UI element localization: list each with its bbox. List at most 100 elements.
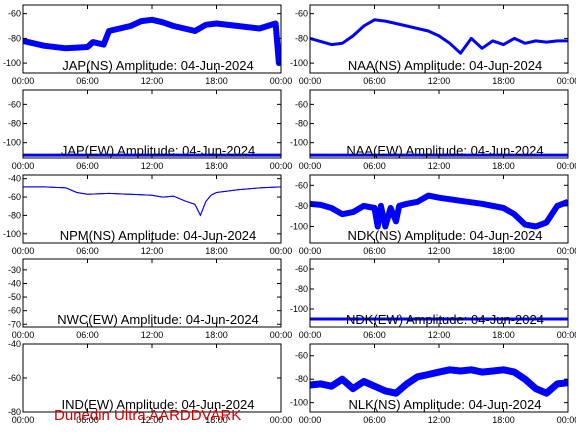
panel-10: -60 -80 -100 00:00 06:00 12:00 18:00 00:00 NLK(N… <box>290 343 576 425</box>
x-tick-label: 18:00 <box>492 161 515 171</box>
series-line-1 <box>310 366 568 397</box>
x-tick-label: 06:00 <box>76 330 99 340</box>
y-tick-label: -100 <box>290 304 308 314</box>
y-tick-label: -60 <box>295 180 308 190</box>
x-tick-label: 06:00 <box>363 76 386 86</box>
panel-title: IND(EW) Amplitude: 04-Jun-2024 <box>62 397 255 412</box>
panel-title: NPM(NS) Amplitude: 04-Jun-2024 <box>60 228 257 243</box>
x-tick-label: 18:00 <box>205 161 228 171</box>
x-tick-label: 00:00 <box>12 415 35 425</box>
x-tick-label: 00:00 <box>557 246 576 256</box>
panel-title: JAP(EW) Amplitude: 04-Jun-2024 <box>61 143 255 158</box>
x-tick-label: 00:00 <box>270 76 293 86</box>
x-tick-label: 12:00 <box>428 415 451 425</box>
y-tick-label: -100 <box>3 58 21 68</box>
y-tick-label: -100 <box>290 222 308 232</box>
y-tick-label: -70 <box>8 319 21 329</box>
x-tick-label: 12:00 <box>141 330 164 340</box>
x-tick-label: 18:00 <box>205 76 228 86</box>
x-tick-label: 00:00 <box>299 330 322 340</box>
x-tick-label: 00:00 <box>12 161 35 171</box>
panel-2: -60 -80 -100 00:00 06:00 12:00 18:00 00:00 NAA(N… <box>290 4 576 86</box>
y-tick-label: -40 <box>8 339 21 349</box>
y-tick-label: -100 <box>290 138 308 148</box>
x-tick-label: 00:00 <box>557 415 576 425</box>
x-tick-label: 18:00 <box>205 330 228 340</box>
panel-title: JAP(NS) Amplitude: 04-Jun-2024 <box>62 58 253 73</box>
y-tick-label: -80 <box>295 33 308 43</box>
y-tick-label: -60 <box>295 264 308 274</box>
x-tick-label: 00:00 <box>299 246 322 256</box>
panel-6: -60 -80 -100 00:00 06:00 12:00 18:00 00:00 NDK(N… <box>290 174 576 256</box>
y-tick-label: -60 <box>295 99 308 109</box>
panel-title: NDK(EW) Amplitude: 04-Jun-2024 <box>346 312 544 327</box>
x-tick-label: 00:00 <box>557 161 576 171</box>
y-tick-label: -60 <box>8 99 21 109</box>
panel-title: NAA(NS) Amplitude: 04-Jun-2024 <box>348 58 542 73</box>
x-tick-label: 12:00 <box>428 330 451 340</box>
x-tick-label: 06:00 <box>76 76 99 86</box>
x-tick-label: 06:00 <box>363 246 386 256</box>
panel-1: -60 -80 -100 00:00 06:00 12:00 18:00 00:00 JAP(N… <box>3 4 293 86</box>
y-tick-label: -100 <box>3 229 21 239</box>
panel-title: NWC(EW) Amplitude: 04-Jun-2024 <box>57 312 259 327</box>
x-tick-label: 06:00 <box>363 415 386 425</box>
y-tick-label: -60 <box>8 192 21 202</box>
y-tick-label: -80 <box>8 33 21 43</box>
series-detail-1 <box>23 19 281 64</box>
x-tick-label: 00:00 <box>12 76 35 86</box>
x-tick-label: 18:00 <box>205 246 228 256</box>
y-tick-label: -80 <box>295 284 308 294</box>
x-tick-label: 18:00 <box>205 415 228 425</box>
series-line-1 <box>23 186 281 216</box>
x-tick-label: 00:00 <box>270 330 293 340</box>
y-tick-label: -60 <box>8 373 21 383</box>
x-tick-label: 00:00 <box>270 246 293 256</box>
x-tick-label: 00:00 <box>270 415 293 425</box>
x-tick-label: 12:00 <box>141 76 164 86</box>
y-tick-label: -80 <box>8 407 21 417</box>
panel-5: -40 -60 -80 -100 00:00 06:00 12:00 18:00 00:00 NP… <box>3 174 292 256</box>
credit-label: Dunedin Ultra AARDDVARK <box>54 407 242 424</box>
y-tick-label: -60 <box>295 351 308 361</box>
x-tick-label: 00:00 <box>557 76 576 86</box>
y-tick-label: -80 <box>8 210 21 220</box>
y-tick-label: -40 <box>8 278 21 288</box>
x-tick-label: 18:00 <box>492 246 515 256</box>
x-tick-label: 00:00 <box>270 161 293 171</box>
x-tick-label: 06:00 <box>76 246 99 256</box>
x-tick-label: 00:00 <box>12 330 35 340</box>
x-tick-label: 06:00 <box>363 161 386 171</box>
x-tick-label: 12:00 <box>141 415 164 425</box>
x-tick-label: 00:00 <box>12 246 35 256</box>
x-tick-label: 18:00 <box>492 76 515 86</box>
series-detail-1 <box>23 186 281 217</box>
x-tick-label: 00:00 <box>557 330 576 340</box>
x-tick-label: 12:00 <box>141 161 164 171</box>
x-tick-label: 00:00 <box>299 76 322 86</box>
y-tick-label: -30 <box>8 265 21 275</box>
x-tick-label: 12:00 <box>428 246 451 256</box>
y-tick-label: -60 <box>8 9 21 19</box>
y-tick-label: -60 <box>295 9 308 19</box>
x-tick-label: 06:00 <box>76 415 99 425</box>
y-tick-label: -80 <box>8 119 21 129</box>
y-tick-label: -100 <box>290 58 308 68</box>
x-tick-label: 00:00 <box>299 161 322 171</box>
y-tick-label: -60 <box>8 306 21 316</box>
x-tick-label: 06:00 <box>363 330 386 340</box>
panel-3: -60 -80 -100 00:00 06:00 12:00 18:00 00:00 JAP(E… <box>3 89 293 171</box>
y-tick-label: -40 <box>8 174 21 184</box>
x-tick-label: 00:00 <box>299 415 322 425</box>
x-tick-label: 18:00 <box>492 415 515 425</box>
series-detail-1 <box>310 195 568 228</box>
series-line-1 <box>310 192 568 230</box>
panel-4: -60 -80 -100 00:00 06:00 12:00 18:00 00:00 NAA(E… <box>290 89 576 171</box>
y-tick-label: -100 <box>290 398 308 408</box>
panel-title: NLK(NS) Amplitude: 04-Jun-2024 <box>349 397 542 412</box>
x-tick-label: 06:00 <box>76 161 99 171</box>
x-tick-label: 12:00 <box>141 246 164 256</box>
